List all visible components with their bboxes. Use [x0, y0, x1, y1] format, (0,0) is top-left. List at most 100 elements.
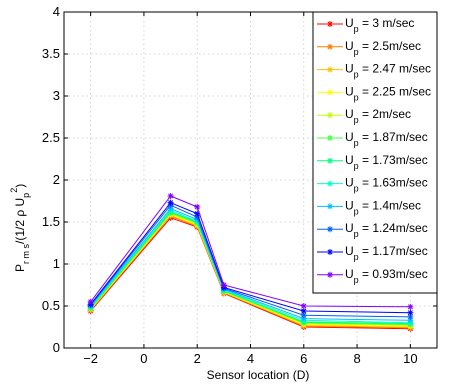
y-tick-label: 4 [53, 4, 60, 19]
legend-swatch-marker [327, 180, 333, 187]
legend-swatch-marker [327, 112, 333, 119]
legend-label-rest: = 1.63m/sec [359, 176, 428, 190]
y-axis-label-rest: /(1/2 ρ U [13, 198, 27, 244]
legend-entry-12: Up = 0.93m/sec [317, 267, 428, 285]
x-tick-label: 4 [247, 351, 254, 366]
y-tick-label: 1 [53, 256, 60, 271]
legend-label: Up = 1.17m/sec [345, 244, 428, 262]
legend-label-sub: p [354, 206, 359, 216]
y-tick-label: 3 [53, 88, 60, 103]
legend-label-rest: = 1.24m/sec [359, 221, 428, 235]
legend-label-main: U [345, 16, 354, 30]
legend-label: Up = 2.5m/sec [345, 39, 421, 57]
series-line-11 [90, 202, 411, 314]
legend-entry-1: Up = 3 m/sec [317, 16, 414, 34]
y-axis-label-sup: 2 [9, 188, 19, 193]
legend-label-main: U [345, 84, 354, 98]
legend-label-sub: p [354, 275, 359, 285]
series-layer [87, 192, 414, 332]
legend-label-rest: = 2.25 m/sec [359, 84, 431, 98]
x-tick-label: 8 [353, 351, 360, 366]
legend-label: Up = 1.73m/sec [345, 153, 428, 171]
legend-label: Up = 2.25 m/sec [345, 84, 431, 102]
legend-entry-11: Up = 1.17m/sec [317, 244, 428, 262]
legend-label-main: U [345, 153, 354, 167]
legend-label-sub: p [354, 161, 359, 171]
series-12-point [87, 298, 94, 305]
series-line-12 [90, 195, 411, 308]
legend-entry-7: Up = 1.73m/sec [317, 153, 428, 171]
series-10-point [407, 313, 414, 320]
legend-label-main: U [345, 130, 354, 144]
x-tick-label: −2 [83, 351, 98, 366]
legend-label-sub: p [354, 138, 359, 148]
series-12-point [407, 303, 414, 310]
legend-label-rest: = 3 m/sec [359, 16, 415, 30]
series-11-point [300, 308, 307, 315]
legend-label-rest: = 2.47 m/sec [359, 62, 431, 76]
legend-label-rest: = 2m/sec [359, 107, 411, 121]
legend-label: Up = 1.4m/sec [345, 198, 421, 216]
legend-label: Up = 2m/sec [345, 107, 411, 125]
legend-label-rest: = 1.17m/sec [359, 244, 428, 258]
y-tick-label: 0 [53, 340, 60, 355]
legend-label: Up = 3 m/sec [345, 16, 414, 34]
legend-swatch-marker [327, 157, 333, 164]
x-axis-label: Sensor location (D) [207, 368, 310, 382]
legend-label-sub: p [354, 47, 359, 57]
legend-label: Up = 2.47 m/sec [345, 62, 431, 80]
tick-layer: −2 0 2 4 6 8 10 0 0.5 1 1.5 2 2.5 3 3.5 4 [42, 4, 437, 366]
legend-label-rest: = 1.87m/sec [359, 130, 428, 144]
legend-entry-9: Up = 1.4m/sec [317, 198, 421, 216]
series-12-point [220, 282, 227, 288]
y-tick-label: 0.5 [42, 298, 60, 313]
legend-label-sub: p [354, 115, 359, 125]
x-tick-label: 10 [403, 351, 417, 366]
legend-label-rest: = 1.4m/sec [359, 198, 421, 212]
legend-swatch-marker [327, 203, 333, 210]
legend-entry-4: Up = 2.25 m/sec [317, 84, 431, 102]
y-tick-label: 3.5 [42, 46, 60, 61]
legend-box [312, 11, 438, 294]
legend-swatch-marker [327, 89, 333, 96]
legend-label-main: U [345, 107, 354, 121]
legend-label: Up = 0.93m/sec [345, 267, 428, 285]
legend-swatch-marker [327, 271, 333, 278]
legend-label-sub: p [354, 184, 359, 194]
legend-label-main: U [345, 39, 354, 53]
legend-label-main: U [345, 221, 354, 235]
legend-label-rest: = 1.73m/sec [359, 153, 428, 167]
series-11-point [407, 309, 414, 316]
legend-label-sub: p [354, 229, 359, 239]
y-tick-label: 2 [53, 172, 60, 187]
y-tick-label: 1.5 [42, 214, 60, 229]
x-tick-label: 0 [140, 351, 147, 366]
legend-swatch-marker [327, 21, 333, 27]
legend-label-main: U [345, 62, 354, 76]
legend-label-sub: p [354, 70, 359, 80]
x-tick-label: 2 [194, 351, 201, 366]
legend-entry-3: Up = 2.47 m/sec [317, 62, 431, 80]
legend-label-rest: = 2.5m/sec [359, 39, 421, 53]
y-tick-label: 2.5 [42, 130, 60, 145]
y-axis-label-close: ) [13, 184, 27, 188]
series-12-point [167, 192, 174, 199]
legend-entry-8: Up = 1.63m/sec [317, 176, 428, 194]
legend-swatch-marker [327, 135, 333, 141]
legend-swatch-marker [327, 226, 333, 233]
legend-entry-5: Up = 2m/sec [317, 107, 411, 125]
legend-swatch-marker [327, 66, 333, 73]
x-tick-label: 6 [300, 351, 307, 366]
legend-label: Up = 1.63m/sec [345, 176, 428, 194]
legend-label-sub: p [354, 24, 359, 34]
legend-label: Up = 1.87m/sec [345, 130, 428, 148]
series-11-point [167, 199, 174, 206]
legend-label-rest: = 0.93m/sec [359, 267, 428, 281]
legend-label-sub: p [354, 92, 359, 102]
legend-swatch-marker [327, 249, 333, 255]
y-axis-label-sub2: p [21, 193, 31, 198]
y-axis-label-main: P [13, 264, 27, 272]
